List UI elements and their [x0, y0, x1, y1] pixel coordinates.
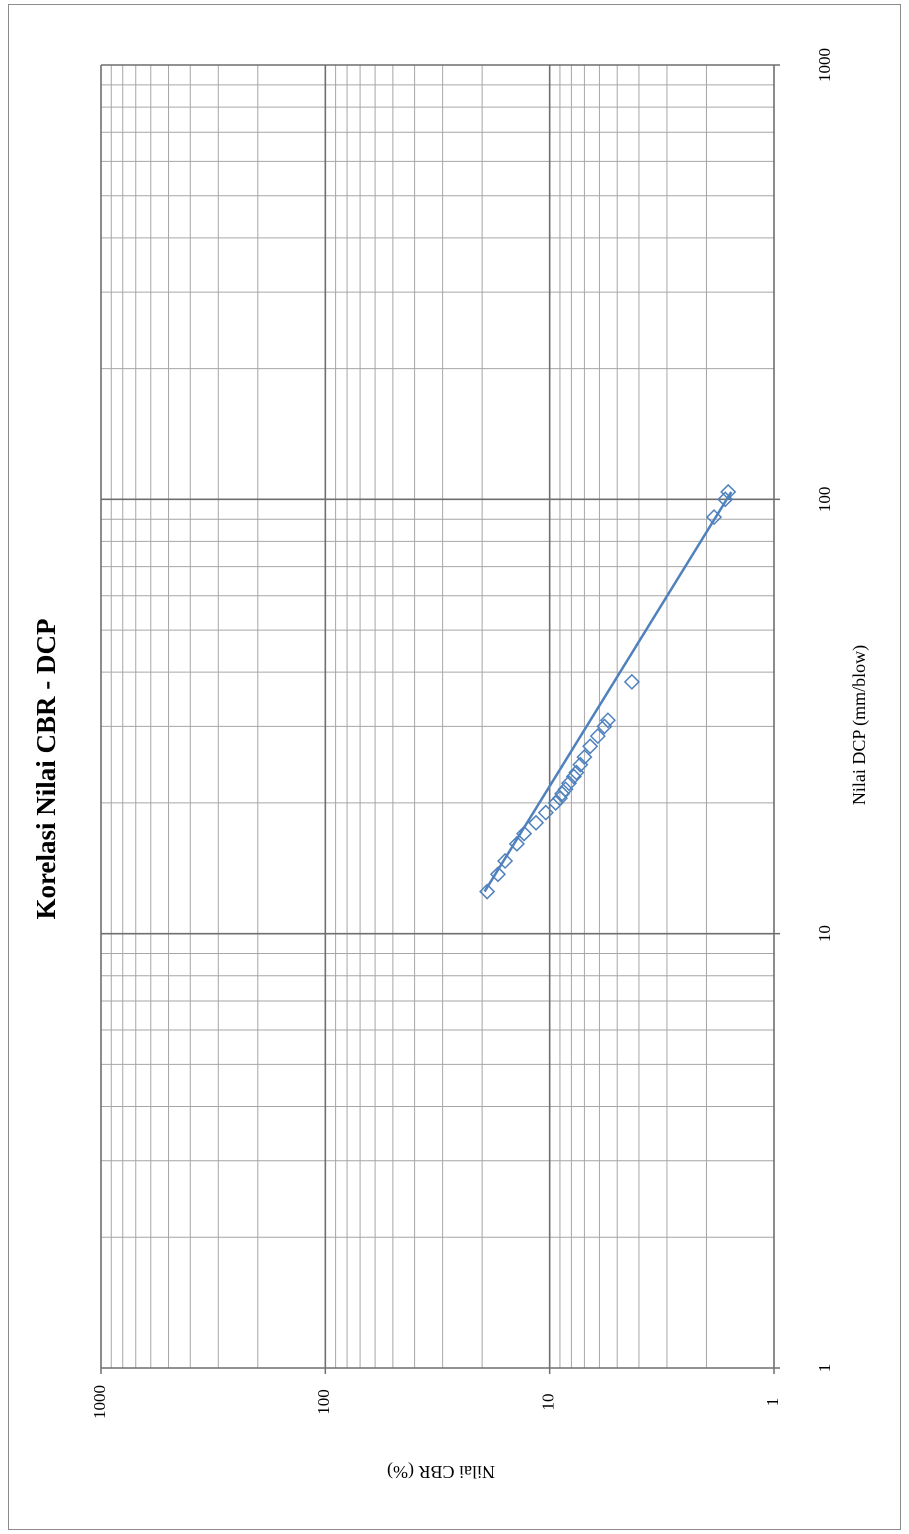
- chart-title: Korelasi Nilai CBR - DCP: [31, 619, 61, 920]
- data-point: [560, 775, 578, 792]
- grid-lines: [100, 64, 775, 1369]
- data-points: [479, 483, 737, 900]
- chart-frame: 1 10 100 1000 1 10 100 1000 Korelasi Nilai CBR …: [8, 4, 901, 1530]
- data-point: [516, 825, 533, 842]
- y-tick-label: 100: [314, 1389, 333, 1415]
- data-point: [706, 509, 723, 526]
- data-point: [720, 483, 737, 500]
- y-axis-label: Nilai CBR (%): [387, 1461, 495, 1482]
- data-point: [547, 794, 564, 811]
- data-point: [537, 804, 554, 821]
- fit-line: [483, 491, 733, 893]
- x-tick-label: 10: [815, 925, 834, 942]
- data-point: [557, 781, 574, 798]
- cbr-dcp-chart: 1 10 100 1000 1 10 100 1000 Korelasi Nilai CBR …: [31, 48, 870, 1482]
- data-point: [576, 749, 593, 766]
- data-point: [508, 835, 525, 852]
- data-point: [623, 673, 640, 690]
- data-point: [527, 814, 545, 831]
- data-point: [599, 712, 616, 729]
- data-point: [596, 718, 613, 735]
- y-tick-label: 10: [539, 1394, 558, 1411]
- tick-labels: 1 10 100 1000 1 10 100 1000: [90, 48, 834, 1419]
- axes: [100, 64, 780, 1374]
- x-axis-label: Nilai DCP (mm/blow): [849, 645, 870, 805]
- chart-labels: Korelasi Nilai CBR - DCP Nilai DCP (mm/bl…: [31, 619, 870, 1482]
- data-point: [582, 738, 599, 755]
- x-tick-label: 1000: [815, 48, 834, 82]
- y-tick-label: 1: [763, 1398, 782, 1407]
- data-point: [479, 883, 496, 900]
- data-point: [572, 756, 589, 773]
- data-point: [554, 785, 571, 802]
- data-point: [497, 852, 514, 870]
- data-point: [489, 866, 507, 883]
- data-point: [565, 768, 582, 785]
- y-tick-label: 1000: [90, 1385, 109, 1419]
- x-tick-label: 1: [815, 1364, 834, 1373]
- data-point: [589, 728, 606, 745]
- x-tick-label: 100: [815, 487, 834, 513]
- trend-line: [483, 491, 733, 893]
